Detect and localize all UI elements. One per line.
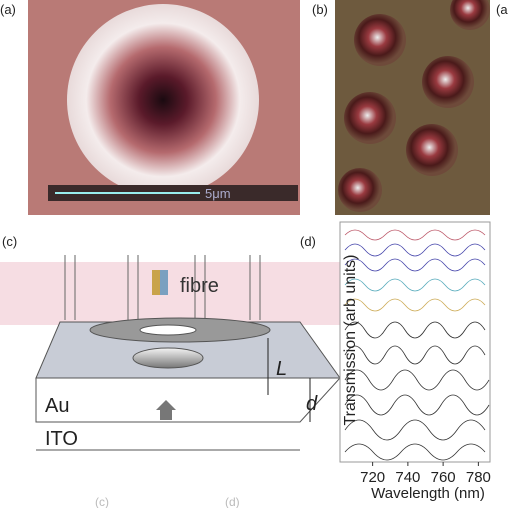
- pit: [338, 168, 382, 212]
- d-label: d: [306, 393, 318, 415]
- panel-label: (b): [312, 2, 328, 17]
- panel-label: (c): [2, 234, 17, 249]
- dimple: [67, 4, 259, 196]
- panel-a: 5μm (a): [0, 0, 300, 215]
- x-tick-label: 760: [431, 469, 456, 486]
- scale-label: 5μm: [205, 186, 231, 201]
- panel-label: (d): [300, 234, 316, 249]
- panel-label: (a: [496, 2, 508, 17]
- x-tick-label: 780: [466, 469, 491, 486]
- pit: [422, 56, 474, 108]
- L-label: L: [276, 358, 287, 380]
- panel-label: (a): [0, 2, 16, 17]
- plot-area: [340, 222, 490, 462]
- fibre-band: [0, 262, 340, 325]
- footer-label: (c): [95, 495, 109, 508]
- fibre-label: fibre: [180, 275, 219, 297]
- pit: [406, 124, 458, 176]
- panel-c: fibre L d Au ITO (c): [0, 234, 340, 450]
- figure: 5μm (a) (b) (a fibre L: [0, 0, 516, 508]
- footer-label: (d): [225, 495, 240, 508]
- x-tick-label: 740: [395, 469, 420, 486]
- y-axis-label: Transmission (arb units): [342, 254, 359, 425]
- x-axis-label: Wavelength (nm): [371, 485, 485, 502]
- x-tick-label: 720: [360, 469, 385, 486]
- panel-b: (b) (a: [312, 0, 508, 215]
- pit: [354, 14, 406, 66]
- pit: [344, 92, 396, 144]
- ito-label: ITO: [45, 428, 78, 450]
- au-label: Au: [45, 395, 69, 417]
